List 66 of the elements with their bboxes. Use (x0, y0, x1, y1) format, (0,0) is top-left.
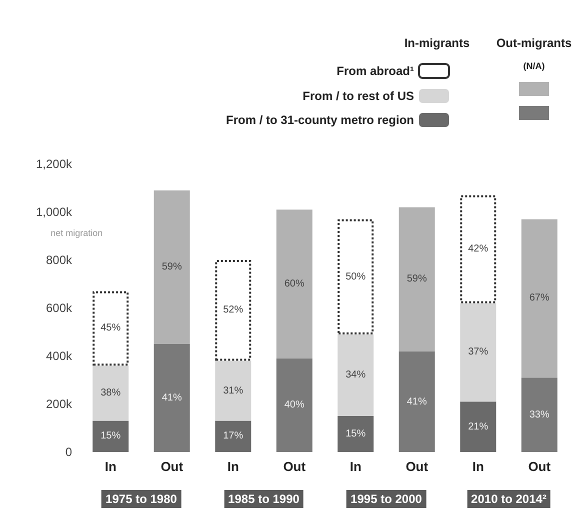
annotation: 67% (529, 292, 550, 304)
bar (154, 344, 190, 452)
x-tick-label: In (350, 459, 362, 474)
bar (460, 303, 496, 402)
y-tick-label: 1,200k (36, 157, 73, 171)
annotation: 15% (346, 428, 366, 440)
bar (215, 420, 252, 452)
legend-label: From / to rest of US (302, 89, 414, 103)
annotation: 34% (346, 370, 366, 381)
annotation: 59% (406, 274, 427, 285)
annotation: 41% (162, 392, 182, 404)
legend-label: From / to 31-county metro region (226, 113, 414, 127)
y-tick-label: 600k (46, 301, 73, 315)
bar (92, 420, 129, 452)
text: 2010 to 2014² (467, 490, 550, 508)
annotation: net migration (50, 228, 103, 238)
bar (276, 358, 312, 452)
y-tick-label: 800k (46, 253, 73, 267)
x-tick-label: Out (283, 459, 306, 474)
annotation: 31% (223, 385, 244, 396)
annotation: 52% (223, 304, 244, 316)
y-tick-label: 400k (46, 349, 73, 363)
bar (92, 291, 129, 366)
text: (N/A) (523, 61, 545, 71)
bar (338, 219, 374, 334)
bar (460, 402, 496, 452)
x-tick-label: Out (160, 459, 184, 474)
annotation: 37% (468, 346, 488, 358)
y-tick-label: 200k (46, 397, 73, 411)
y-tick-label: 1,000k (36, 205, 73, 219)
bar (338, 334, 374, 416)
x-tick-label: Out (406, 459, 429, 474)
bar (398, 351, 435, 452)
annotation: 42% (468, 244, 488, 255)
y-tick-label: 0 (65, 445, 72, 459)
bar (338, 416, 374, 452)
x-tick-label: In (104, 459, 116, 474)
bar (398, 207, 435, 352)
bar (92, 366, 129, 421)
annotation: 45% (100, 322, 121, 334)
x-tick-label: Out (528, 459, 552, 474)
annotation: 50% (346, 271, 366, 282)
x-tick-label: In (472, 459, 484, 474)
text: 1985 to 1990 (224, 490, 304, 508)
bar (521, 219, 558, 378)
annotation: 59% (162, 262, 182, 273)
annotation: 17% (223, 430, 244, 442)
text: In-migrants (404, 36, 470, 50)
text: 1995 to 2000 (346, 490, 426, 508)
annotation: 38% (100, 388, 121, 399)
bar (154, 190, 190, 344)
annotation: 60% (284, 278, 304, 290)
bar (215, 260, 252, 361)
annotation: 41% (406, 396, 427, 408)
bar (521, 378, 558, 452)
annotation: 40% (284, 400, 304, 411)
annotation: 15% (100, 430, 121, 442)
legend-label: From abroad¹ (336, 64, 414, 78)
bar (460, 195, 496, 304)
text: 1975 to 1980 (102, 490, 181, 508)
bar (276, 210, 312, 358)
text: Out-migrants (496, 36, 572, 50)
bar (215, 360, 252, 421)
x-tick-label: In (227, 459, 239, 474)
annotation: 21% (468, 421, 488, 432)
annotation: 33% (529, 409, 550, 420)
